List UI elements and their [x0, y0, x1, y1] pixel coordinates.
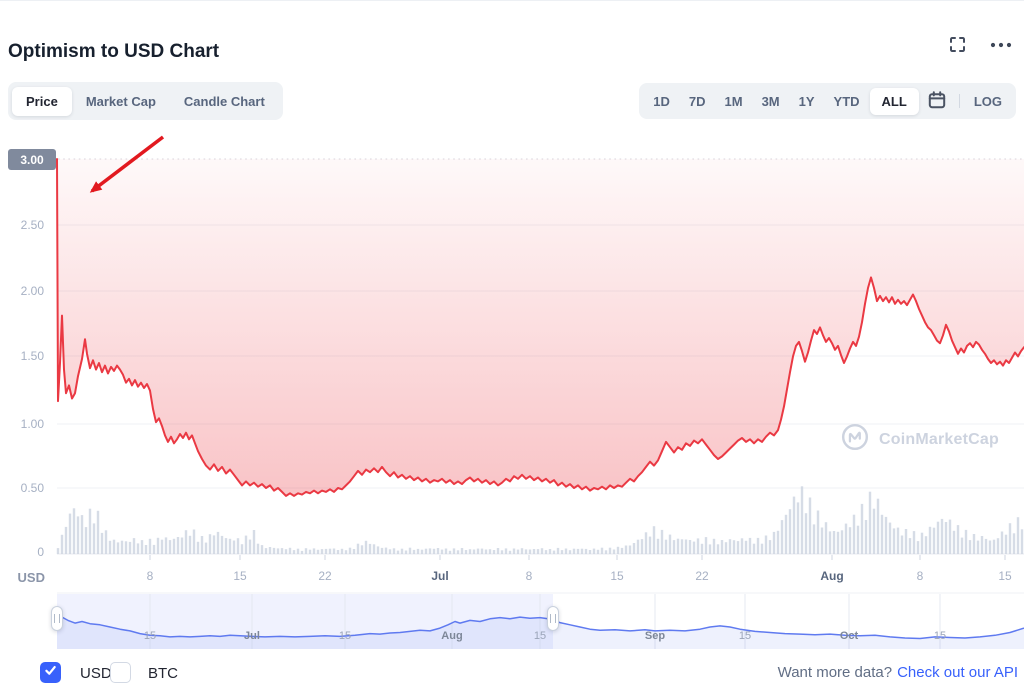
- y-axis-max-badge: 3.00: [8, 149, 56, 170]
- y-lab: 1.00: [20, 417, 44, 431]
- timeline-brush[interactable]: [57, 593, 1024, 650]
- api-promo: Want more data? Check out our API: [778, 664, 1018, 681]
- x-lab: 15: [998, 569, 1012, 583]
- btc-checkbox[interactable]: [110, 662, 131, 683]
- range-ytd[interactable]: YTD: [825, 88, 869, 115]
- x-lab: 22: [695, 569, 709, 583]
- more-options-button[interactable]: [988, 35, 1014, 58]
- range-7d[interactable]: 7D: [680, 88, 715, 115]
- check-icon: [43, 663, 58, 683]
- date-range-button[interactable]: [920, 90, 954, 113]
- range-1m[interactable]: 1M: [716, 88, 752, 115]
- chart-type-tabs: Price Market Cap Candle Chart: [8, 82, 283, 120]
- ellipsis-icon: [988, 35, 1014, 58]
- brush-handle-right[interactable]: [547, 606, 559, 631]
- y-lab: 2.50: [20, 218, 44, 232]
- y-lab: 0.50: [20, 481, 44, 495]
- x-lab: Aug: [820, 569, 844, 583]
- range-all[interactable]: ALL: [869, 87, 919, 115]
- api-prompt-text: Want more data?: [777, 664, 893, 681]
- usd-checkbox[interactable]: [40, 662, 61, 683]
- y-lab: 2.00: [20, 284, 44, 298]
- api-link[interactable]: Check out our API: [897, 664, 1018, 681]
- x-lab: 8: [916, 569, 924, 583]
- tab-candle-chart[interactable]: Candle Chart: [170, 87, 279, 116]
- x-lab: 22: [318, 569, 332, 583]
- x-lab: 15: [610, 569, 624, 583]
- fullscreen-button[interactable]: [947, 34, 968, 58]
- page-title: Optimism to USD Chart: [8, 40, 220, 62]
- range-selector: 1D 7D 1M 3M 1Y YTD ALL LOG: [639, 83, 1016, 119]
- toolbar-divider: [958, 94, 960, 108]
- log-scale-button[interactable]: LOG: [965, 88, 1011, 115]
- range-3m[interactable]: 3M: [753, 88, 789, 115]
- range-1y[interactable]: 1Y: [790, 88, 824, 115]
- y-lab: 1.50: [20, 349, 44, 363]
- y-axis-unit-label: USD: [17, 570, 45, 585]
- brush-handle-left[interactable]: [51, 606, 63, 631]
- price-chart-plot[interactable]: [57, 141, 1024, 556]
- y-lab: 0: [37, 545, 44, 559]
- calendar-icon: [927, 90, 947, 113]
- x-lab: 8: [525, 569, 533, 583]
- tab-price[interactable]: Price: [12, 86, 72, 116]
- range-1d[interactable]: 1D: [644, 88, 679, 115]
- fullscreen-icon: [947, 34, 968, 58]
- btc-checkbox-label: BTC: [148, 665, 178, 682]
- tab-market-cap[interactable]: Market Cap: [72, 87, 170, 116]
- x-lab: 8: [146, 569, 154, 583]
- x-lab: 15: [233, 569, 247, 583]
- usd-checkbox-label: USD: [80, 665, 112, 682]
- x-lab: Jul: [431, 569, 449, 583]
